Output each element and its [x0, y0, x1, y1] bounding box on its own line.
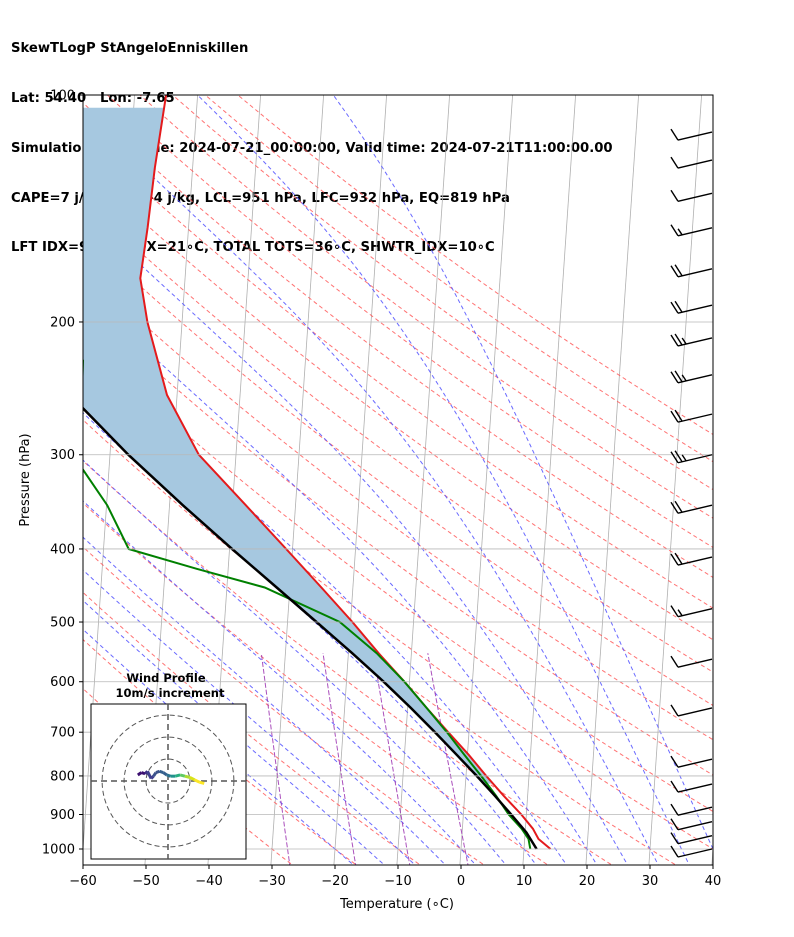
x-tick-label: −10 — [384, 874, 411, 889]
wind-barb — [670, 409, 713, 423]
isotherm-line — [396, 95, 451, 865]
mixing-ratio-line — [322, 653, 357, 865]
hodograph-segment — [179, 773, 186, 778]
wind-barb — [670, 128, 713, 141]
hodograph-segment — [159, 769, 164, 774]
wind-barb — [670, 605, 713, 618]
parcel-line — [83, 406, 538, 850]
hodograph-segment — [152, 771, 158, 778]
wind-barb — [670, 803, 713, 816]
wind-barb — [670, 704, 713, 717]
hodograph-title: Wind Profile — [126, 671, 206, 685]
y-tick-label: 700 — [50, 726, 75, 741]
dry-adiabat-line — [83, 502, 549, 865]
hodograph-segment — [150, 775, 155, 780]
y-tick-label: 200 — [50, 315, 75, 330]
mixing-ratio-line — [260, 653, 291, 865]
dry-adiabat-line — [237, 95, 713, 436]
dry-adiabat-line — [83, 102, 713, 579]
dry-adiabat-line — [83, 268, 713, 741]
moist-adiabat-line — [83, 536, 447, 865]
x-tick-label: −60 — [69, 874, 96, 889]
wind-barb — [670, 780, 713, 793]
isotherm-line — [522, 95, 577, 865]
hodograph-segment — [162, 771, 168, 777]
x-tick-label: 40 — [705, 874, 722, 889]
title-line: SkewTLogP StAngeloEnniskillen — [11, 41, 249, 57]
dry-adiabat-line — [172, 95, 713, 491]
y-axis-label: Pressure (hPa) — [18, 433, 33, 526]
x-tick-label: 30 — [642, 874, 659, 889]
hodograph-segment — [136, 771, 143, 777]
wind-barb — [670, 818, 713, 831]
temperature-line — [139, 95, 552, 850]
dry-adiabat-line — [139, 95, 713, 519]
x-tick-label: −40 — [195, 874, 222, 889]
y-tick-label: 500 — [50, 616, 75, 631]
mixing-ratio-line — [427, 653, 469, 865]
x-tick-label: −20 — [321, 874, 348, 889]
x-tick-label: 0 — [457, 874, 465, 889]
wind-barb — [670, 300, 713, 314]
moist-adiabat-line — [83, 459, 507, 865]
wind-barb — [670, 655, 713, 668]
y-tick-label: 300 — [50, 448, 75, 463]
isotherm-line — [270, 95, 325, 865]
hodograph-subtitle: 10m/s increment — [116, 686, 225, 700]
mixing-ratio-line — [373, 653, 411, 865]
hodograph-segment — [166, 773, 171, 778]
wind-barb — [670, 224, 713, 237]
dry-adiabat-line — [204, 95, 713, 463]
moist-adiabat-line — [83, 109, 659, 865]
x-tick-label: −30 — [258, 874, 285, 889]
x-tick-label: 20 — [579, 874, 596, 889]
isotherm-line — [585, 95, 640, 865]
hodograph-segment — [189, 776, 196, 782]
isotherm-line — [459, 95, 514, 865]
wind-barb — [670, 264, 713, 278]
y-tick-label: 800 — [50, 769, 75, 784]
wind-barb — [670, 832, 713, 845]
hodograph-segment — [184, 774, 191, 779]
hodograph-segment — [174, 773, 181, 778]
isotherm-line — [333, 95, 388, 865]
dry-adiabat-line — [83, 304, 713, 776]
wind-barb — [670, 552, 713, 566]
hodograph-segment — [140, 771, 146, 776]
wind-barb — [670, 156, 713, 169]
wind-barb — [670, 370, 713, 384]
y-tick-label: 100 — [50, 89, 75, 104]
hodograph-segment — [155, 769, 161, 774]
x-tick-label: −50 — [132, 874, 159, 889]
wind-barb — [670, 755, 713, 768]
moist-adiabat-line — [83, 628, 355, 865]
isotherm-line — [0, 78, 10, 868]
hodograph-segment — [199, 780, 205, 785]
wind-barb — [670, 333, 713, 347]
x-tick-label: 10 — [516, 874, 533, 889]
x-axis-label: Temperature (∘C) — [339, 897, 454, 912]
moist-adiabat-line — [83, 209, 629, 865]
y-tick-label: 600 — [50, 675, 75, 690]
wind-barb — [670, 500, 713, 514]
dry-adiabat-line — [83, 199, 713, 673]
isotherm-line — [648, 95, 703, 865]
wind-barb — [670, 845, 713, 858]
moist-adiabat-line — [83, 599, 386, 865]
wind-barb — [670, 189, 713, 202]
wind-barb — [670, 450, 713, 464]
y-tick-label: 400 — [50, 542, 75, 557]
cape-area — [83, 107, 493, 784]
isotherm-line — [711, 843, 713, 865]
y-tick-label: 1000 — [42, 843, 75, 858]
hodograph-segment — [193, 778, 201, 784]
y-tick-label: 900 — [50, 808, 75, 823]
dry-adiabat-line — [83, 133, 713, 609]
